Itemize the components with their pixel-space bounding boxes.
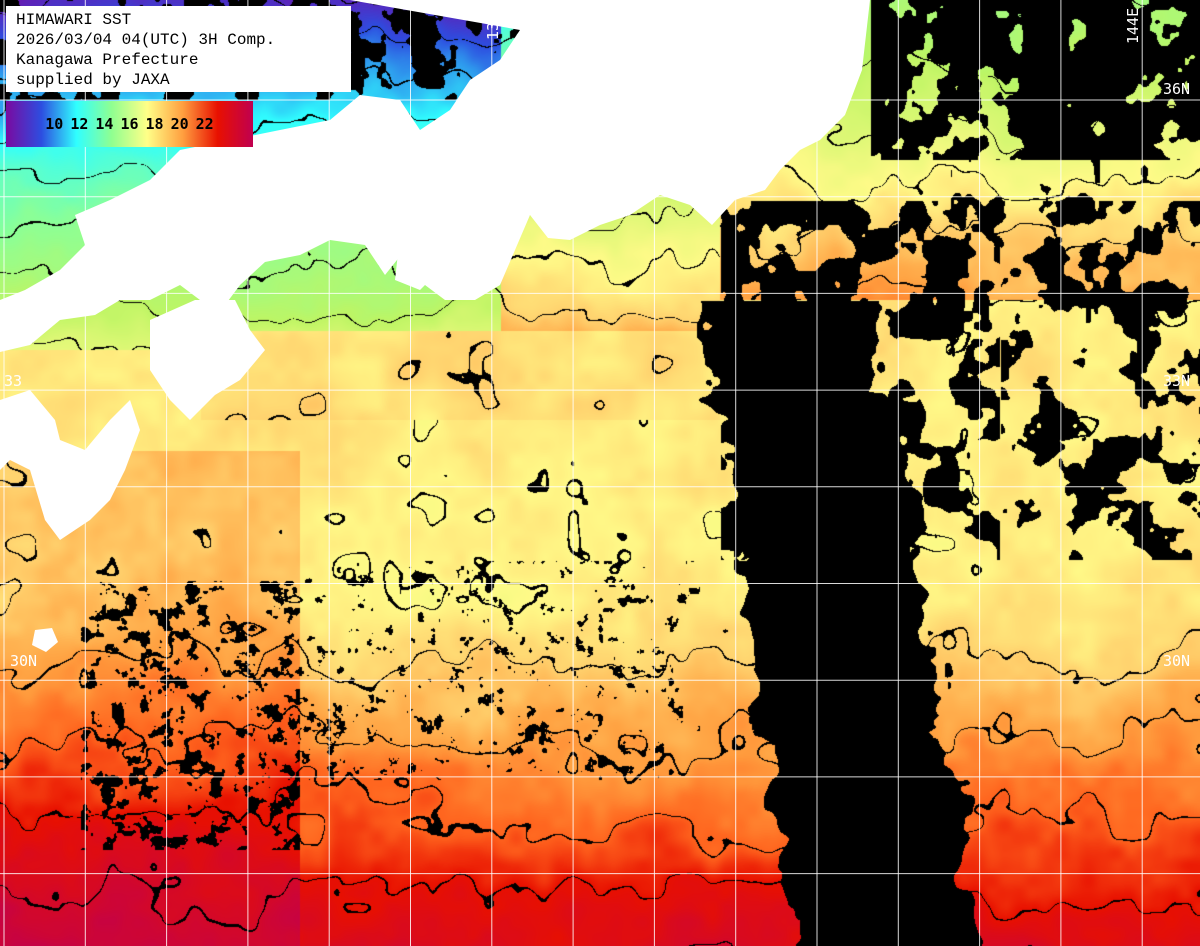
scale-label-22: 22 xyxy=(195,115,214,133)
scale-label-16: 16 xyxy=(120,115,139,133)
lon-label-144e: 144E xyxy=(1124,7,1142,44)
scale-label-14: 14 xyxy=(95,115,114,133)
scale-label-18: 18 xyxy=(145,115,164,133)
kyushu-land xyxy=(0,390,140,540)
title-box: HIMAWARI SST 2026/03/04 04(UTC) 3H Comp.… xyxy=(6,6,351,92)
honshu-land xyxy=(0,0,870,352)
color-scale-bar: 10 12 14 16 18 20 22 xyxy=(6,101,253,147)
title-line-datetime: 2026/03/04 04(UTC) 3H Comp. xyxy=(16,31,276,49)
lon-label-136e: 136E xyxy=(484,3,502,40)
island-land xyxy=(32,628,58,652)
left-lat-label-33: 33 xyxy=(4,372,23,390)
lat-label-30n: 30N xyxy=(1163,652,1191,670)
kii-peninsula-land xyxy=(395,230,440,290)
left-lat-label-30n: 30N xyxy=(10,652,38,670)
title-line-agency: Kanagawa Prefecture xyxy=(16,51,199,69)
lat-label-33n: 33N xyxy=(1163,372,1191,390)
scale-label-10: 10 xyxy=(45,115,64,133)
scale-label-20: 20 xyxy=(170,115,189,133)
scale-label-12: 12 xyxy=(70,115,89,133)
lat-label-36n: 36N xyxy=(1163,80,1191,98)
title-line-source: supplied by JAXA xyxy=(16,71,170,89)
title-line-product: HIMAWARI SST xyxy=(16,11,132,29)
